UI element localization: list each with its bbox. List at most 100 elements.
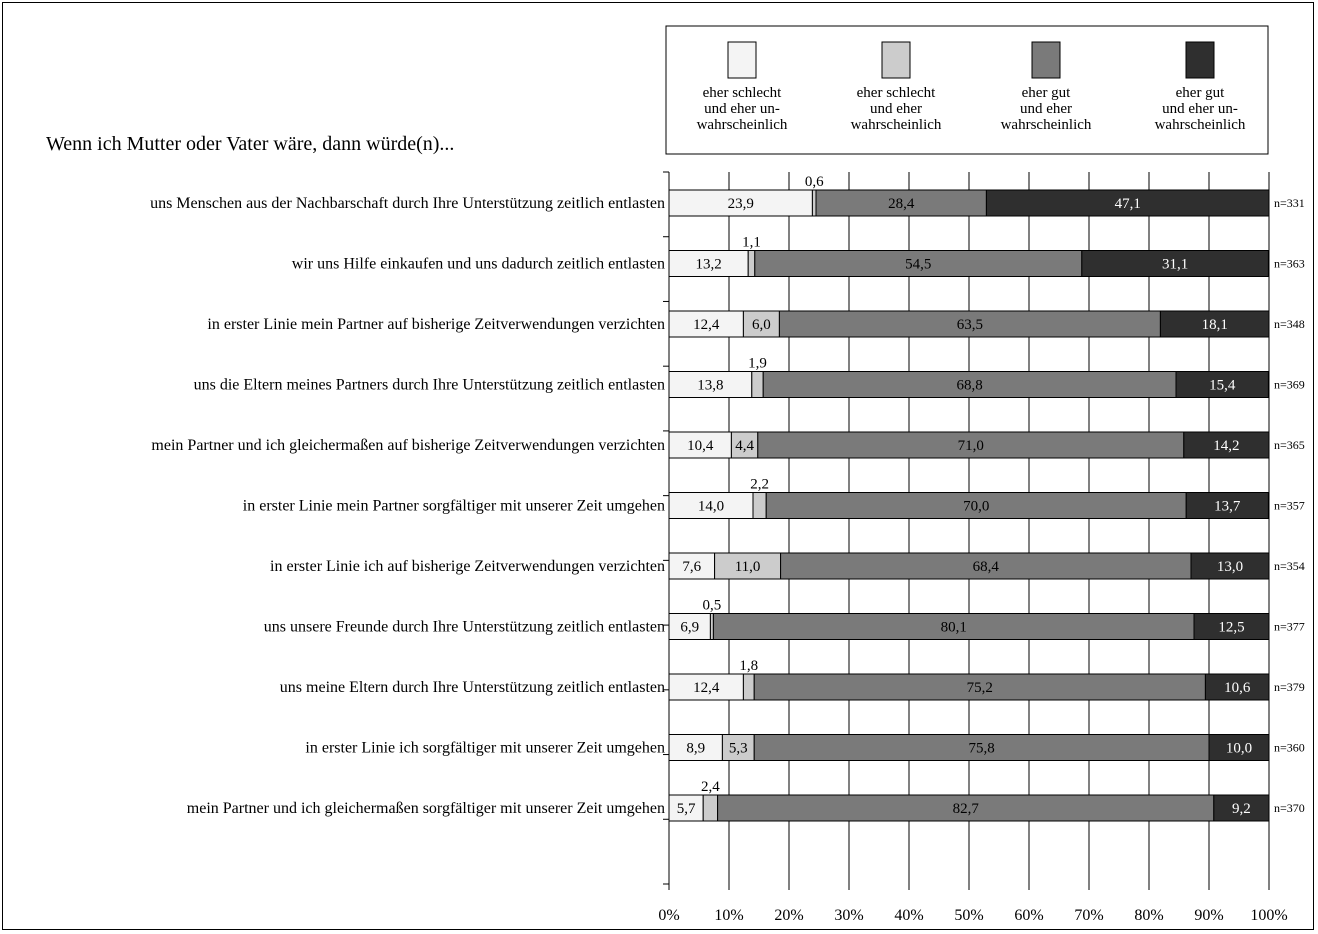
- data-label: 0,5: [703, 598, 722, 614]
- legend-swatch: [881, 41, 911, 79]
- data-label: 68,8: [956, 378, 982, 394]
- bar-segment: [714, 552, 782, 580]
- bar-segment: [668, 189, 813, 217]
- x-tick-label: 0%: [658, 907, 679, 924]
- x-tick-label: 100%: [1250, 907, 1287, 924]
- legend-swatch: [1185, 41, 1215, 79]
- data-label: 5,3: [729, 741, 748, 757]
- bar-segment: [1208, 734, 1270, 761]
- data-label: 28,4: [888, 196, 915, 212]
- legend-label: eher gut: [1176, 85, 1226, 101]
- data-label: 71,0: [958, 438, 984, 454]
- bar-segment: [778, 310, 1161, 338]
- legend-label: und eher: [870, 101, 922, 117]
- data-label: 5,7: [677, 801, 696, 817]
- legend-label: und eher: [1020, 101, 1072, 117]
- data-label: 82,7: [953, 801, 980, 817]
- x-tick-label: 10%: [714, 907, 743, 924]
- data-label: 11,0: [735, 559, 761, 575]
- bar-segment: [753, 734, 1210, 761]
- axis-layer: 0% 10% 20% 30% 40% 50% 60% 70% 80% 90% 100%: [658, 171, 1288, 924]
- category-label: in erster Linie mein Partner auf bisheri…: [207, 316, 665, 333]
- data-label: 9,2: [1232, 801, 1251, 817]
- category-label: wir uns Hilfe einkaufen und uns dadurch …: [292, 256, 665, 273]
- legend-box: [665, 25, 1269, 155]
- x-tick-label: 80%: [1134, 907, 1163, 924]
- data-label: 70,0: [963, 499, 989, 515]
- bar-segment: [668, 613, 711, 640]
- data-label: 1,9: [748, 356, 767, 372]
- data-label: 75,2: [967, 680, 993, 696]
- data-label: 6,9: [680, 620, 699, 636]
- bar-segment: [730, 431, 759, 459]
- sample-size-label: n=379: [1274, 680, 1305, 694]
- bar-segment: [1081, 250, 1269, 277]
- bar-segment: [717, 794, 1215, 822]
- labels-layer: uns Menschen aus der Nachbarschaft durch…: [150, 174, 1305, 817]
- bar-segment: [985, 189, 1270, 217]
- bar-segment: [762, 371, 1177, 398]
- data-label: 2,2: [750, 477, 769, 493]
- x-tick-label: 70%: [1074, 907, 1103, 924]
- legend-label: eher schlecht: [703, 85, 783, 101]
- data-label: 1,8: [739, 658, 758, 674]
- bar-segment: [668, 371, 753, 398]
- sample-size-label: n=331: [1274, 196, 1305, 210]
- sample-size-label: n=365: [1274, 438, 1305, 452]
- chart-title: Wenn ich Mutter oder Vater wäre, dann wü…: [46, 133, 454, 155]
- bar-segment: [668, 492, 754, 519]
- grid-layer: [668, 172, 1270, 884]
- sample-size-label: n=354: [1274, 559, 1305, 573]
- x-tick-label: 90%: [1194, 907, 1223, 924]
- x-tick-label: 40%: [894, 907, 923, 924]
- category-label: in erster Linie ich auf bisherige Zeitve…: [270, 558, 665, 575]
- data-label: 18,1: [1202, 317, 1228, 333]
- legend-label: und eher un-: [1162, 101, 1238, 117]
- data-label: 75,8: [968, 741, 994, 757]
- data-label: 14,0: [698, 499, 724, 515]
- sample-size-label: n=357: [1274, 499, 1305, 513]
- data-label: 7,6: [682, 559, 701, 575]
- category-label: mein Partner und ich gleichermaßen auf b…: [151, 437, 665, 454]
- data-label: 13,0: [1217, 559, 1243, 575]
- data-label: 10,4: [687, 438, 714, 454]
- bar-segment: [1175, 371, 1269, 398]
- data-label: 80,1: [941, 620, 967, 636]
- data-label: 10,6: [1224, 680, 1251, 696]
- data-label: 0,6: [805, 174, 824, 190]
- category-label: in erster Linie mein Partner sorgfältige…: [243, 498, 665, 515]
- data-label: 12,5: [1218, 620, 1244, 636]
- bar-segment: [811, 189, 817, 217]
- sample-size-label: n=377: [1274, 620, 1305, 634]
- data-label: 8,9: [686, 741, 705, 757]
- data-label: 1,1: [742, 235, 761, 251]
- bar-segment: [757, 431, 1185, 459]
- data-label: 13,7: [1214, 499, 1241, 515]
- bar-segment: [1185, 492, 1269, 519]
- data-label: 13,8: [697, 378, 723, 394]
- legend-label: wahrscheinlich: [1155, 117, 1246, 133]
- x-tick-label: 60%: [1014, 907, 1043, 924]
- x-tick-label: 20%: [774, 907, 803, 924]
- bars-layer: [668, 189, 1270, 822]
- bar-segment: [1213, 794, 1270, 822]
- bar-segment: [668, 552, 716, 580]
- x-tick-label: 30%: [834, 907, 863, 924]
- data-label: 6,0: [752, 317, 771, 333]
- bar-segment: [765, 492, 1187, 519]
- data-label: 63,5: [957, 317, 983, 333]
- bar-segment: [747, 250, 756, 277]
- bar-segment: [751, 371, 764, 398]
- data-label: 12,4: [693, 317, 720, 333]
- sample-size-label: n=369: [1274, 378, 1305, 392]
- legend-label: und eher un-: [704, 101, 780, 117]
- bar-segment: [668, 734, 723, 761]
- legend-swatch: [1031, 41, 1061, 79]
- category-label: in erster Linie ich sorgfältiger mit uns…: [305, 740, 665, 757]
- data-label: 2,4: [701, 779, 720, 795]
- sample-size-label: n=363: [1274, 257, 1305, 271]
- sample-size-label: n=360: [1274, 741, 1305, 755]
- legend-label: wahrscheinlich: [697, 117, 788, 133]
- legend-label: wahrscheinlich: [1001, 117, 1092, 133]
